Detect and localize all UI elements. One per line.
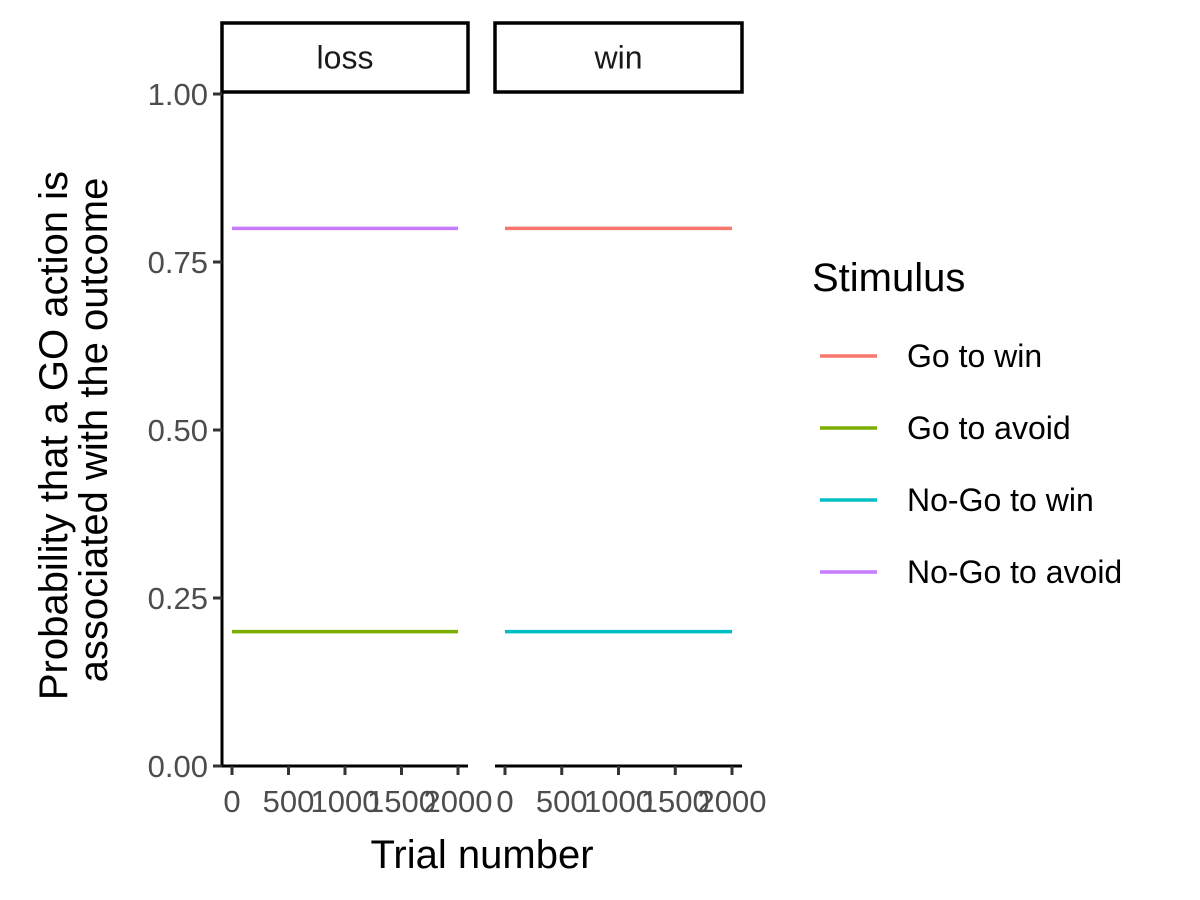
x-tick-label-win-0: 0 — [496, 784, 513, 819]
facet-strip-label-win: win — [593, 40, 642, 76]
x-tick-label-win-2000: 2000 — [698, 784, 767, 819]
legend-item-no-go-to-avoid: No-Go to avoid — [820, 554, 1122, 590]
y-axis-title-line-2: associated with the outcome — [72, 178, 116, 683]
x-tick-label-win-1000: 1000 — [584, 784, 653, 819]
legend-item-go-to-win: Go to win — [820, 338, 1042, 374]
y-axis: 0.00 0.25 0.50 0.75 1.00 — [148, 77, 224, 784]
series-lines — [232, 226, 732, 634]
y-tick-label-1: 1.00 — [148, 77, 208, 112]
legend-label-go-to-avoid: Go to avoid — [907, 410, 1071, 446]
y-tick-label-0.25: 0.25 — [148, 581, 208, 616]
y-axis-title: Probability that a GO action is associat… — [32, 160, 116, 700]
x-tick-label-loss-1500: 1500 — [367, 784, 436, 819]
facet-strip-label-loss: loss — [317, 40, 374, 76]
legend-label-no-go-to-win: No-Go to win — [907, 482, 1094, 518]
x-tick-label-win-1500: 1500 — [641, 784, 710, 819]
legend-item-no-go-to-win: No-Go to win — [820, 482, 1094, 518]
legend-label-no-go-to-avoid: No-Go to avoid — [907, 554, 1122, 590]
legend-item-go-to-avoid: Go to avoid — [820, 410, 1071, 446]
legend-label-go-to-win: Go to win — [907, 338, 1042, 374]
y-tick-label-0.5: 0.50 — [148, 413, 208, 448]
y-axis-title-line-1: Probability that a GO action is — [32, 171, 76, 700]
x-axis-title: Trial number — [370, 833, 593, 877]
legend: Stimulus Go to win Go to avoid No-Go to wi… — [812, 256, 1122, 590]
y-tick-label-0.75: 0.75 — [148, 245, 208, 280]
facet-strip-loss — [220, 21, 470, 94]
x-tick-label-win-500: 500 — [536, 784, 588, 819]
x-tick-label-loss-500: 500 — [263, 784, 315, 819]
x-tick-label-loss-2000: 2000 — [424, 784, 493, 819]
legend-title: Stimulus — [812, 256, 965, 300]
y-tick-label-0: 0.00 — [148, 749, 208, 784]
x-tick-label-loss-1000: 1000 — [311, 784, 380, 819]
facet-strip-win — [493, 21, 744, 94]
x-tick-label-loss-0: 0 — [223, 784, 240, 819]
